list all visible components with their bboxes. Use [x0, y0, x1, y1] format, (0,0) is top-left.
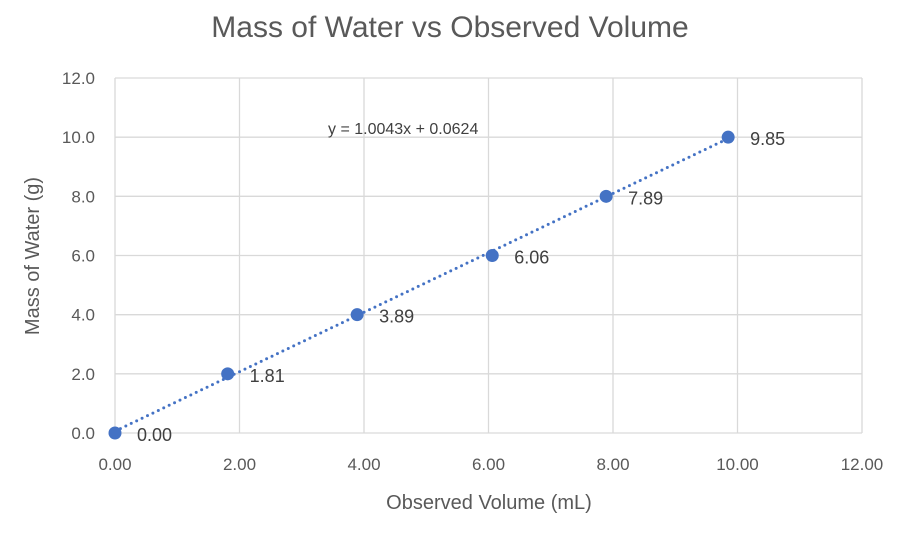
data-label: 7.89	[628, 188, 663, 208]
data-point	[350, 308, 364, 322]
x-tick-label: 8.00	[596, 455, 629, 474]
y-tick-label: 8.0	[71, 187, 95, 206]
y-tick-label: 2.0	[71, 365, 95, 384]
data-points: 0.00 1.81 3.89 6.06 7.89 9.85	[108, 129, 785, 445]
chart-title: Mass of Water vs Observed Volume	[211, 11, 688, 44]
y-axis-title: Mass of Water (g)	[22, 177, 44, 335]
data-label: 1.81	[250, 366, 285, 386]
x-tick-label: 4.00	[347, 455, 380, 474]
data-point	[599, 189, 613, 203]
x-tick-label: 6.00	[472, 455, 505, 474]
x-tick-label: 12.00	[841, 455, 884, 474]
data-point	[221, 367, 235, 381]
x-axis-title: Observed Volume (mL)	[386, 492, 592, 514]
trendline-path	[113, 137, 730, 433]
y-tick-label: 12.0	[62, 69, 95, 88]
x-tick-label: 2.00	[223, 455, 256, 474]
y-tick-label: 0.0	[71, 424, 95, 443]
data-point	[721, 130, 735, 144]
data-point	[485, 249, 499, 262]
y-tick-label: 10.0	[62, 128, 95, 147]
data-label: 6.06	[514, 248, 549, 268]
data-point	[108, 426, 122, 440]
data-label: 3.89	[379, 307, 414, 327]
y-tick-label: 4.0	[71, 306, 95, 325]
gridlines	[114, 77, 863, 434]
y-tick-label: 6.0	[71, 247, 95, 266]
x-tick-label: 0.00	[98, 455, 131, 474]
tick-labels: 0.00 2.00 4.00 6.00 8.00 10.00 12.00 0.0 2.0 4.0 6…	[62, 69, 883, 474]
data-label: 9.85	[750, 129, 785, 149]
trendline	[113, 137, 730, 433]
trendline-equation: y = 1.0043x + 0.0624	[328, 121, 478, 138]
x-tick-label: 10.00	[716, 455, 759, 474]
data-label: 0.00	[137, 425, 172, 445]
